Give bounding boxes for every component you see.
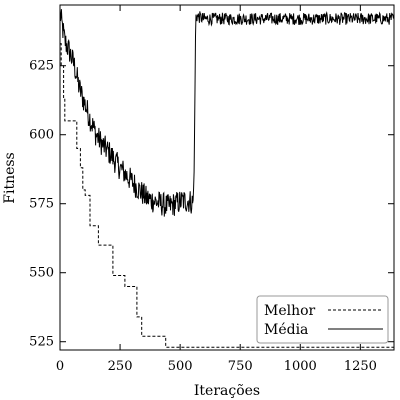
x-tick-label-750: 750 [228, 359, 253, 374]
x-tick-label-1250: 1250 [344, 359, 377, 374]
y-axis-label: Fitness [2, 152, 18, 204]
y-tick-label-525: 525 [29, 335, 54, 350]
y-tick-label-600: 600 [29, 128, 54, 143]
x-tick-label-0: 0 [56, 359, 64, 374]
x-axis-label: Iterações [194, 383, 260, 399]
legend-box [256, 295, 389, 344]
series-group [59, 9, 395, 348]
plot-frame [59, 4, 395, 351]
legend: Melhor Média [256, 295, 389, 344]
series-line-melhor [60, 43, 394, 348]
series-line-media [59, 9, 395, 217]
x-tick-label-250: 250 [108, 359, 133, 374]
y-tick-label-625: 625 [29, 59, 54, 74]
legend-label-melhor: Melhor [264, 303, 316, 319]
legend-label-media: Média [264, 322, 308, 338]
y-tick-label-550: 550 [29, 266, 54, 281]
x-tick-label-1000: 1000 [284, 359, 317, 374]
y-tick-label-575: 575 [29, 197, 54, 212]
x-tick-label-500: 500 [168, 359, 193, 374]
ticks-group: 0 250 500 750 1000 1250 525 550 575 600 625 [29, 5, 394, 374]
